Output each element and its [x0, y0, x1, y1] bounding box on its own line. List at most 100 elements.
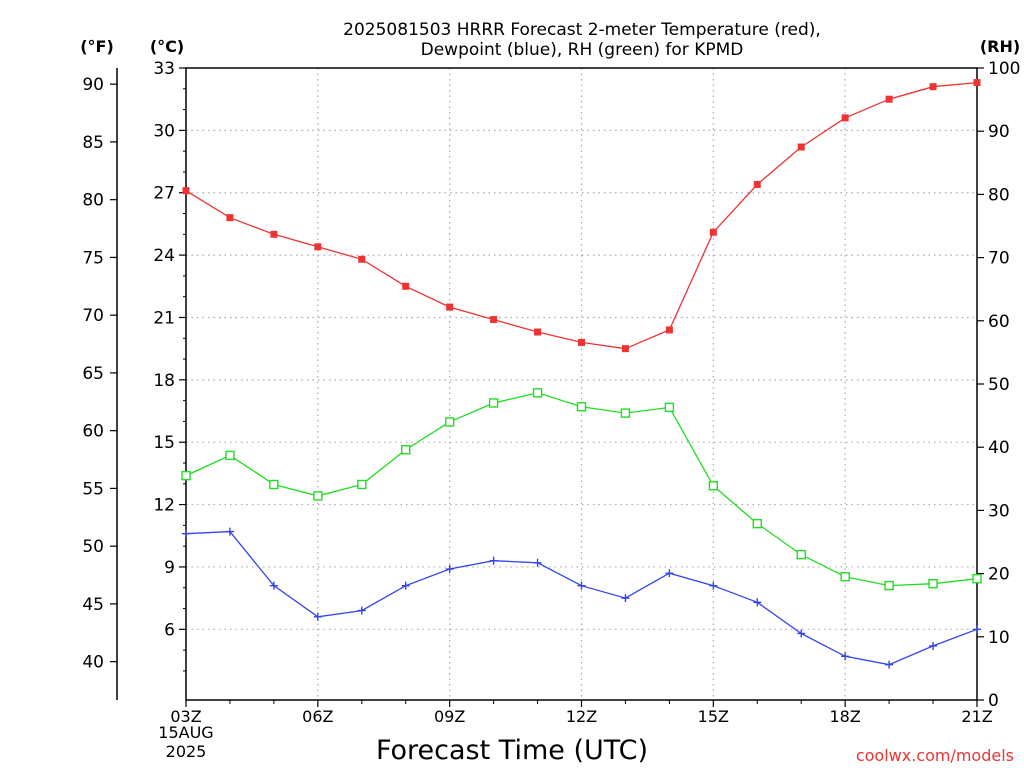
rh-tick-label: 80 [988, 185, 1010, 205]
temperature-point [490, 316, 498, 324]
chart-title-line2: Dewpoint (blue), RH (green) for KPMD [421, 40, 744, 60]
dewpoint-point [445, 565, 454, 574]
dewpoint-point [709, 581, 718, 590]
dewpoint-point [973, 625, 981, 634]
rh-point [708, 481, 719, 491]
celsius-tick-label: 27 [153, 184, 175, 204]
celsius-tick-label: 21 [153, 308, 175, 328]
grid-lines [186, 68, 977, 700]
date-label-day: 15AUG [158, 723, 213, 742]
x-tick-label: 21Z [961, 707, 992, 726]
celsius-tick-label: 12 [153, 496, 175, 516]
fahrenheit-tick-label: 90 [82, 75, 104, 95]
dewpoint-point [489, 556, 498, 565]
date-label-year: 2025 [166, 742, 207, 761]
rh-tick-label: 40 [988, 438, 1010, 458]
temperature-point [358, 255, 366, 263]
dewpoint-point [797, 629, 806, 638]
celsius-tick-label: 15 [153, 433, 175, 453]
temperature-point [182, 187, 190, 195]
temperature-point [534, 328, 542, 336]
dewpoint-point [885, 660, 894, 669]
temperature-point [621, 345, 629, 353]
fahrenheit-tick-label: 45 [82, 595, 104, 615]
temperature-point [314, 243, 322, 251]
dewpoint-point [533, 558, 542, 567]
rh-point [576, 402, 587, 412]
fahrenheit-unit-label: (°F) [80, 37, 114, 56]
temperature-point [270, 230, 278, 238]
series-line-temperature [185, 81, 978, 350]
fahrenheit-tick-label: 85 [82, 133, 104, 153]
series-line-rh [185, 392, 978, 587]
rh-point [972, 573, 982, 584]
celsius-tick-label: 24 [153, 246, 175, 266]
rh-point [444, 417, 455, 427]
rh-tick-label: 0 [988, 691, 999, 711]
temperature-point [885, 95, 893, 103]
temperature-point [665, 326, 673, 334]
axes [110, 67, 984, 707]
rh-tick-label: 50 [988, 375, 1010, 395]
x-tick-label: 18Z [830, 707, 861, 726]
temperature-point [578, 338, 585, 346]
fahrenheit-tick-label: 75 [82, 248, 104, 268]
celsius-tick-label: 33 [153, 59, 175, 79]
rh-unit-label: (RH) [980, 37, 1020, 56]
temperature-point [973, 79, 981, 87]
rh-tick-label: 90 [988, 122, 1010, 142]
dewpoint-point [401, 581, 410, 590]
rh-point [401, 445, 411, 455]
dewpoint-point [665, 569, 674, 578]
x-tick-label: 03Z [170, 707, 201, 726]
temperature-point [446, 303, 454, 311]
rh-tick-label: 100 [988, 59, 1020, 79]
dewpoint-point [929, 641, 938, 650]
temperature-point [753, 180, 761, 188]
temperature-point [226, 214, 234, 222]
rh-point [532, 388, 543, 398]
dewpoint-point [841, 652, 850, 661]
dewpoint-point [269, 581, 278, 590]
x-axis-label: Forecast Time (UTC) [376, 735, 648, 766]
temperature-point [402, 282, 410, 290]
rh-point [664, 402, 675, 413]
temperature-point [797, 143, 805, 151]
rh-point [620, 408, 631, 418]
celsius-unit-label: (°C) [150, 37, 184, 56]
temperature-point [709, 228, 717, 236]
rh-tick-label: 60 [988, 312, 1010, 332]
fahrenheit-tick-label: 80 [82, 191, 104, 211]
dewpoint-point [182, 529, 190, 538]
celsius-tick-label: 9 [164, 558, 175, 578]
fahrenheit-tick-label: 65 [82, 364, 104, 384]
rh-tick-label: 70 [988, 249, 1010, 269]
rh-point [840, 572, 850, 582]
credit-text: coolwx.com/models [856, 746, 1014, 765]
rh-point [225, 450, 235, 461]
x-tick-label: 06Z [302, 707, 333, 726]
chart-title-line1: 2025081503 HRRR Forecast 2-meter Tempera… [343, 20, 821, 40]
rh-point [181, 470, 191, 481]
dewpoint-point [753, 598, 762, 607]
rh-point [357, 479, 367, 490]
series-line-dewpoint [185, 530, 978, 666]
temperature-point [929, 83, 937, 91]
fahrenheit-tick-label: 70 [82, 306, 104, 326]
fahrenheit-tick-label: 60 [82, 422, 104, 442]
celsius-tick-label: 6 [164, 620, 175, 640]
fahrenheit-tick-label: 50 [82, 537, 104, 557]
dewpoint-point [357, 606, 366, 615]
data-series [181, 79, 982, 669]
rh-point [488, 398, 499, 408]
fahrenheit-tick-label: 55 [82, 479, 104, 499]
dewpoint-point [225, 527, 234, 536]
rh-point [269, 479, 279, 490]
fahrenheit-tick-label: 40 [82, 653, 104, 673]
x-tick-label: 15Z [698, 707, 729, 726]
x-tick-label: 09Z [434, 707, 465, 726]
rh-point [313, 491, 323, 501]
dewpoint-point [313, 612, 322, 621]
rh-tick-label: 20 [988, 565, 1010, 585]
